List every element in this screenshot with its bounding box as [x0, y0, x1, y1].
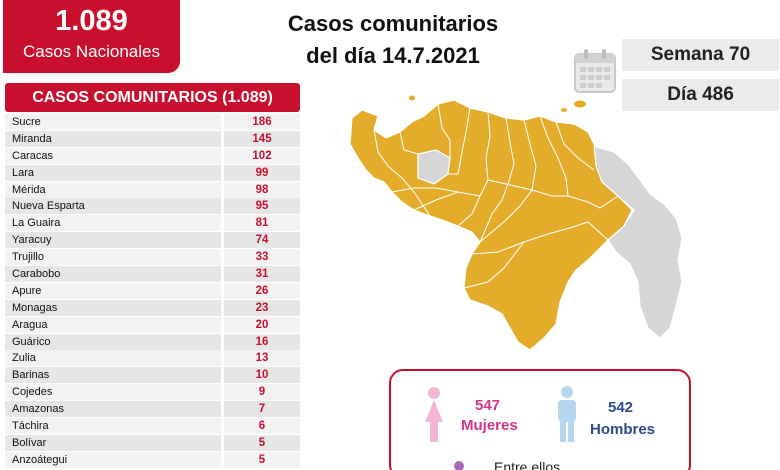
- men-count: 542: [608, 399, 634, 416]
- state-name: Mérida: [5, 181, 221, 198]
- table-row: Carabobo 31: [5, 266, 300, 283]
- table-row: Nueva Esparta 95: [5, 198, 300, 216]
- table-row: Zulia 13: [5, 350, 300, 368]
- state-name: Amazonas: [5, 401, 221, 418]
- bullet-dot-icon: [454, 461, 464, 470]
- state-name: Miranda: [5, 130, 221, 147]
- state-case-count: 95: [224, 198, 300, 215]
- table-row: La Guaira 81: [5, 215, 300, 233]
- table-row: Guárico 16: [5, 333, 300, 351]
- table-row: Aragua 20: [5, 316, 300, 334]
- state-name: Guárico: [5, 333, 221, 350]
- table-row: Amazonas 7: [5, 401, 300, 419]
- state-name: Aragua: [5, 316, 221, 333]
- table-row: Táchira 6: [5, 418, 300, 435]
- state-case-count: 186: [224, 114, 300, 130]
- table-row: Mérida 98: [5, 181, 300, 199]
- state-name: Barinas: [5, 367, 221, 384]
- page-title: Casos comunitarios del día 14.7.2021: [262, 8, 524, 72]
- gender-breakdown: 547 Mujeres 542 Hombres Entre ellos: [389, 369, 691, 470]
- state-case-count: 98: [224, 181, 300, 198]
- table-header: CASOS COMUNITARIOS (1.089): [5, 83, 300, 112]
- state-case-count: 81: [224, 215, 300, 232]
- table-row: Miranda 145: [5, 130, 300, 148]
- state-name: Apure: [5, 282, 221, 299]
- state-name: Bolívar: [5, 434, 221, 451]
- state-case-count: 5: [224, 434, 300, 451]
- state-case-count: 13: [224, 350, 300, 367]
- calendar-icon: [574, 49, 616, 93]
- state-name: Yaracuy: [5, 232, 221, 249]
- state-case-count: 5: [224, 451, 300, 468]
- table-row: Trujillo 33: [5, 249, 300, 267]
- state-case-count: 99: [224, 164, 300, 181]
- between-text: Entre ellos: [494, 459, 561, 470]
- state-name: Carabobo: [5, 266, 221, 283]
- national-cases-box: 1.089 Casos Nacionales: [3, 0, 180, 73]
- state-case-count: 7: [224, 401, 300, 418]
- table-row: Caracas 102: [5, 147, 300, 165]
- map-region-unaffected-east: [587, 143, 683, 339]
- state-case-count: 9: [224, 384, 300, 401]
- table-row: Apure 26: [5, 282, 300, 300]
- state-name: La Guaira: [5, 215, 221, 232]
- man-icon: [558, 386, 576, 442]
- women-label: Mujeres: [461, 417, 518, 434]
- day-indicator: Día 486: [622, 79, 779, 111]
- week-indicator: Semana 70: [622, 39, 779, 71]
- state-name: Táchira: [5, 418, 221, 435]
- national-cases-label: Casos Nacionales: [22, 42, 160, 61]
- men-label: Hombres: [590, 421, 656, 438]
- table-row: Anzoátegui 5: [5, 451, 300, 469]
- state-name: Trujillo: [5, 249, 221, 266]
- state-name: Lara: [5, 164, 221, 181]
- state-name: Anzoátegui: [5, 451, 221, 468]
- map-region-affected: [349, 99, 633, 351]
- state-name: Cojedes: [5, 384, 221, 401]
- state-case-count: 10: [224, 367, 300, 384]
- women-count: 547: [475, 397, 501, 414]
- table-row: Lara 99: [5, 164, 300, 182]
- state-case-count: 74: [224, 232, 300, 249]
- state-case-count: 20: [224, 316, 300, 333]
- map-island-small-2: [561, 108, 567, 112]
- table-row: Barinas 10: [5, 367, 300, 385]
- table-row: Cojedes 9: [5, 384, 300, 402]
- state-case-count: 16: [224, 333, 300, 350]
- state-case-count: 31: [224, 266, 300, 283]
- state-case-count: 26: [224, 282, 300, 299]
- table-row: Monagas 23: [5, 299, 300, 317]
- state-name: Nueva Esparta: [5, 198, 221, 215]
- state-case-count: 23: [224, 299, 300, 316]
- state-name: Sucre: [5, 114, 221, 130]
- state-case-count: 102: [224, 147, 300, 164]
- map-island-nueva-esparta: [574, 100, 586, 108]
- title-line-1: Casos comunitarios: [287, 11, 499, 36]
- table-row: Sucre 186: [5, 114, 300, 131]
- national-cases-count: 1.089: [55, 5, 128, 37]
- community-cases-table: CASOS COMUNITARIOS (1.089) Sucre 186 Miran…: [5, 83, 300, 470]
- woman-icon: [425, 387, 443, 442]
- state-case-count: 33: [224, 249, 300, 266]
- table-body: Sucre 186 Miranda 145 Caracas 102 Lara 99 Mérida…: [5, 114, 300, 469]
- title-line-2: del día 14.7.2021: [306, 43, 480, 68]
- venezuela-map: [349, 95, 683, 351]
- state-name: Caracas: [5, 147, 221, 164]
- state-name: Monagas: [5, 299, 221, 316]
- map-island-small-1: [409, 95, 415, 101]
- state-name: Zulia: [5, 350, 221, 367]
- table-row: Bolívar 5: [5, 434, 300, 452]
- table-row: Yaracuy 74: [5, 232, 300, 250]
- state-case-count: 6: [224, 418, 300, 435]
- state-case-count: 145: [224, 130, 300, 147]
